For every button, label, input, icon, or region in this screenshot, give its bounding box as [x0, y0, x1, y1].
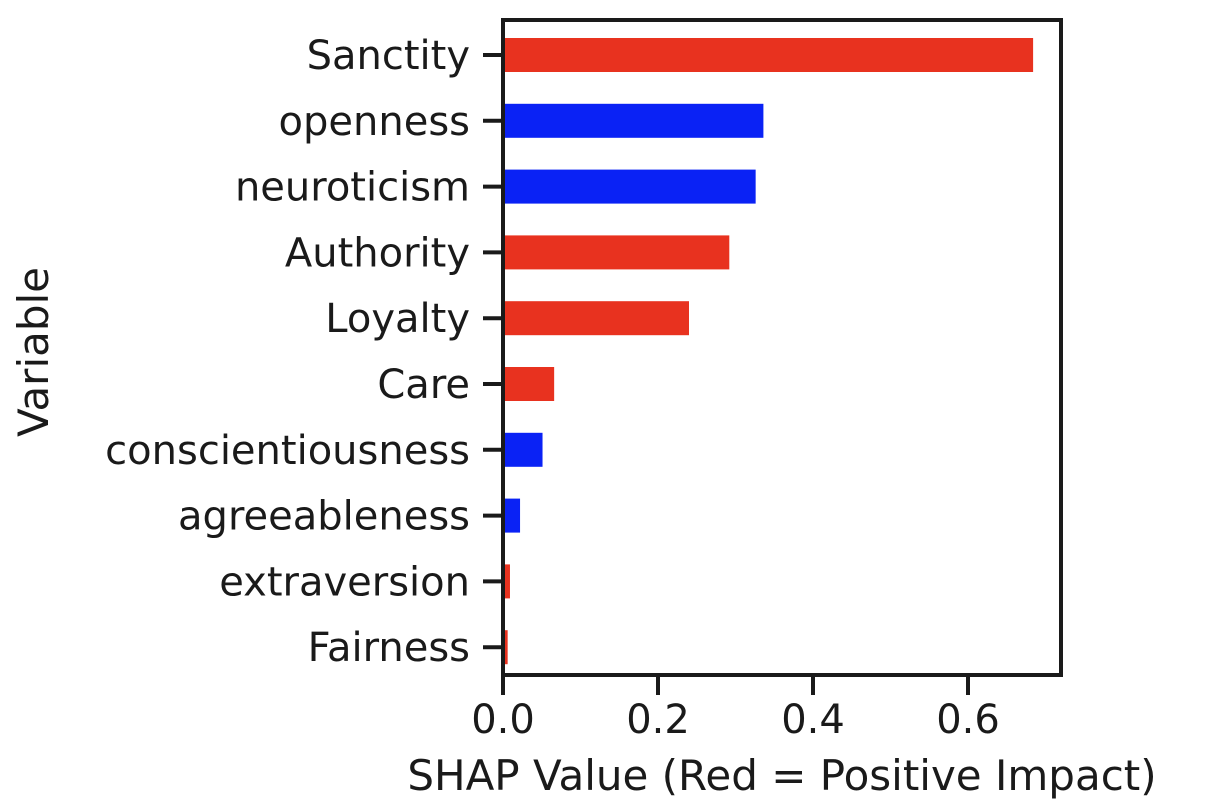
y-axis-ticks: Sanctity openness neuroticism Authority Loya…	[105, 33, 503, 671]
bar-fairness	[503, 630, 508, 665]
bar-extraversion	[503, 564, 510, 599]
y-tick-label-fairness: Fairness	[308, 625, 470, 671]
y-tick-label-openness: openness	[279, 99, 470, 145]
x-tick-label: 0.4	[781, 697, 845, 743]
x-tick-label: 0.0	[471, 697, 535, 743]
x-axis-label: SHAP Value (Red = Positive Impact)	[407, 751, 1156, 800]
y-tick-label-neuroticism: neuroticism	[235, 165, 470, 211]
y-tick-label-extraversion: extraversion	[219, 559, 470, 605]
bar-loyalty	[503, 301, 689, 336]
x-tick-label: 0.6	[936, 697, 1000, 743]
plot-frame	[501, 18, 1063, 677]
bar-neuroticism	[503, 169, 756, 204]
y-tick-label-sanctity: Sanctity	[307, 33, 470, 79]
y-tick-label-care: Care	[377, 362, 470, 408]
y-tick-label-loyalty: Loyalty	[325, 296, 470, 342]
bar-agreeableness	[503, 498, 521, 533]
y-axis-label: Variable	[9, 267, 58, 437]
bar-openness	[503, 103, 764, 138]
y-tick-label-agreeableness: agreeableness	[178, 494, 470, 540]
bar-authority	[503, 235, 730, 270]
bars-group	[503, 38, 1034, 665]
y-tick-label-authority: Authority	[285, 230, 470, 276]
y-tick-label-conscientiousness: conscientiousness	[105, 428, 470, 474]
bar-conscientiousness	[503, 432, 543, 467]
x-tick-label: 0.2	[626, 697, 690, 743]
bar-care	[503, 367, 555, 401]
x-axis-ticks: 0.0 0.2 0.4 0.6	[471, 675, 1000, 743]
bar-sanctity	[503, 38, 1034, 72]
